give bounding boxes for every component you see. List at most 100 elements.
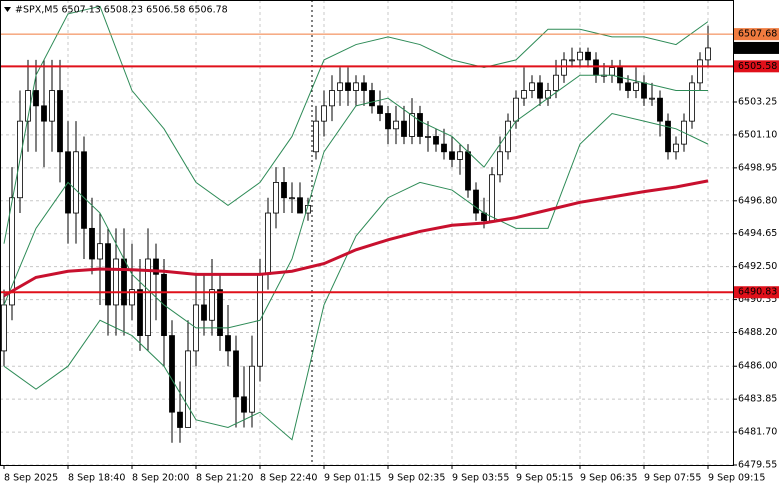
y-tick-label: 6496.80 (738, 195, 777, 206)
candle-body (673, 143, 679, 153)
candle-body (537, 82, 543, 99)
candle-body (9, 197, 15, 306)
candle-body (297, 197, 303, 214)
candle-body (593, 59, 599, 76)
candle-body (401, 120, 407, 137)
candle-body (633, 82, 639, 91)
candle-body (201, 304, 207, 321)
plot-frame (0, 0, 734, 466)
candle-body (465, 151, 471, 191)
candle-body (625, 82, 631, 91)
chart-title: #SPX,M5 6507.13 6508.23 6506.58 6506.78 (15, 5, 228, 16)
candle-body (433, 136, 439, 145)
candle-body (609, 67, 615, 76)
candle-body (57, 90, 63, 153)
price-level-label: 6507.68 (738, 29, 777, 40)
y-tick-label: 6498.95 (738, 162, 777, 173)
y-tick-label: 6486.00 (738, 361, 777, 372)
candle-body (33, 90, 39, 107)
candle-body (489, 174, 495, 222)
candle-body (129, 289, 135, 306)
candle-body (105, 243, 111, 306)
candle-body (497, 151, 503, 176)
candle-body (121, 258, 127, 306)
candle-body (209, 289, 215, 321)
x-tick-label: 8 Sep 18:40 (68, 473, 125, 484)
candle-body (177, 411, 183, 428)
x-tick-label: 9 Sep 09:15 (708, 473, 765, 484)
candle-body (313, 120, 319, 153)
x-tick-label: 9 Sep 02:35 (388, 473, 445, 484)
candle-body (337, 82, 343, 91)
y-tick-label: 6488.20 (738, 327, 777, 338)
candle-body (265, 212, 271, 275)
candle-body (89, 227, 95, 260)
price-level-tag (734, 286, 779, 299)
candle-body (377, 105, 383, 114)
candle-body (145, 258, 151, 336)
candle-body (369, 90, 375, 107)
y-tick-label: 6479.55 (738, 460, 777, 471)
candle-body (153, 258, 159, 275)
candle-body (585, 51, 591, 61)
candle-body (329, 90, 335, 107)
x-tick-label: 8 Sep 22:40 (260, 473, 317, 484)
indicator-line (3, 179, 709, 298)
candle-body (409, 113, 415, 137)
candle-body (1, 304, 7, 352)
dropdown-icon (4, 7, 11, 12)
price-level-label: 6505.58 (738, 61, 777, 72)
y-tick-label: 6483.85 (738, 394, 777, 405)
candle-body (385, 113, 391, 130)
candle-body (353, 82, 359, 91)
x-tick-label: 8 Sep 2025 (4, 473, 58, 484)
candle-body (281, 182, 287, 199)
price-level-tag (734, 60, 779, 73)
x-tick-label: 9 Sep 01:15 (324, 473, 381, 484)
y-tick-label: 6481.70 (738, 427, 777, 438)
candle-body (345, 82, 351, 91)
last-price-label: 6506.78 (738, 42, 777, 53)
indicator-line (3, 5, 709, 244)
candle-body (641, 82, 647, 99)
candle-body (417, 113, 423, 137)
indicator-line (3, 112, 709, 441)
candle-body (73, 151, 79, 214)
price-level-tag (734, 28, 779, 41)
price-level-label: 6490.83 (738, 287, 777, 298)
candle-body (617, 67, 623, 84)
y-tick-label: 6501.10 (738, 129, 777, 140)
candle-body (241, 396, 247, 413)
candle-body (577, 51, 583, 61)
candle-body (561, 59, 567, 76)
candle-body (249, 365, 255, 413)
candle-body (505, 120, 511, 153)
y-tick-label: 6490.35 (738, 294, 777, 305)
candle-body (449, 151, 455, 160)
candle-body (41, 105, 47, 122)
candle-body (225, 335, 231, 352)
candle-body (665, 120, 671, 153)
y-tick-label: 6503.25 (738, 97, 777, 108)
candle-body (425, 136, 431, 138)
candle-body (553, 74, 559, 91)
candle-body (113, 258, 119, 306)
last-price-tag (734, 41, 779, 54)
candle-body (529, 82, 535, 91)
candle-body (705, 47, 711, 61)
x-tick-label: 8 Sep 20:00 (132, 473, 189, 484)
candle-body (657, 97, 663, 122)
candle-body (393, 120, 399, 130)
candle-body (697, 59, 703, 84)
candle-body (361, 82, 367, 91)
candle-body (273, 182, 279, 214)
plot (0, 5, 733, 443)
candle-body (217, 289, 223, 336)
candle-body (169, 335, 175, 413)
y-tick-label: 6494.65 (738, 228, 777, 239)
indicator-line (3, 74, 708, 329)
axis: 6479.55 6483.85 6481.70 6486.00 6488.20 6490.… (3, 28, 779, 484)
candle-body (185, 350, 191, 428)
candle-body (49, 90, 55, 122)
